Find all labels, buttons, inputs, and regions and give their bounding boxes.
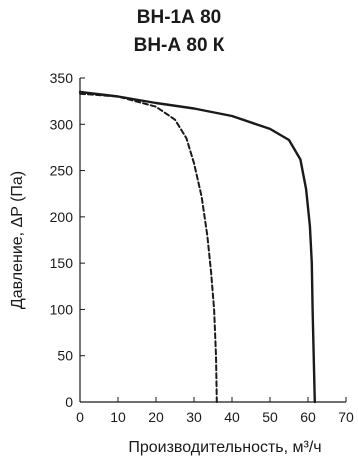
chart-title-line-1: ВН-1А 80 bbox=[136, 7, 222, 28]
x-tick-label: 30 bbox=[186, 409, 202, 425]
x-tick-label: 70 bbox=[338, 409, 354, 425]
y-tick-label: 150 bbox=[50, 255, 74, 271]
y-tick-label: 200 bbox=[50, 209, 74, 225]
chart-series bbox=[78, 90, 316, 404]
chart-title-line-2: ВН-А 80 К bbox=[133, 35, 225, 56]
x-tick-label: 20 bbox=[148, 409, 164, 425]
y-tick-label: 300 bbox=[50, 116, 74, 132]
chart-ticks: 0 10 20 30 40 50 60 70 0 50 100 150 200 250 300 350 bbox=[50, 70, 354, 425]
x-tick-label: 10 bbox=[110, 409, 126, 425]
y-tick-label: 250 bbox=[50, 163, 74, 179]
y-tick-label: 100 bbox=[50, 301, 74, 317]
series-line-solid bbox=[78, 90, 316, 404]
y-axis-label: Давление, ΔP (Па) bbox=[9, 171, 26, 309]
y-tick-label: 0 bbox=[65, 394, 73, 410]
x-tick-label: 40 bbox=[224, 409, 240, 425]
y-tick-label: 350 bbox=[50, 70, 74, 86]
chart-axes bbox=[79, 78, 346, 403]
x-tick-label: 0 bbox=[76, 409, 84, 425]
x-tick-label: 60 bbox=[300, 409, 316, 425]
x-tick-label: 50 bbox=[262, 409, 278, 425]
x-axis-label: Производительность, м³/ч bbox=[128, 439, 321, 456]
y-tick-label: 50 bbox=[57, 348, 73, 364]
series-line-dashed bbox=[79, 92, 218, 403]
